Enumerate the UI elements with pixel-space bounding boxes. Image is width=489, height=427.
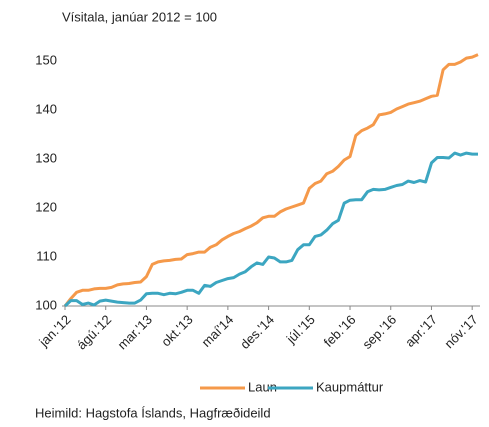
legend-label: Laun: [248, 379, 277, 394]
x-tick-label: mar.'13: [115, 312, 155, 352]
source-note: Heimild: Hagstofa Íslands, Hagfræðideild: [35, 405, 271, 420]
y-tick-label: 150: [35, 52, 57, 67]
x-tick-label: júl.'15: [283, 312, 318, 347]
y-tick-label: 110: [36, 248, 57, 263]
y-tick-label: 120: [35, 199, 57, 214]
x-tick-label: maí'14: [199, 312, 237, 350]
chart-subtitle: Vísitala, janúar 2012 = 100: [62, 9, 217, 24]
series-line: [63, 53, 479, 307]
x-tick-label: ágú.'12: [74, 312, 114, 352]
legend-label: Kaupmáttur: [316, 379, 384, 394]
series-line: [63, 151, 478, 308]
x-tick-label: jan.'12: [35, 312, 73, 350]
x-tick-label: okt.'13: [158, 312, 195, 349]
x-tick-label: apr.'17: [402, 312, 440, 350]
x-tick-label: nóv.'17: [441, 312, 480, 351]
x-tick-label: sep.'16: [359, 312, 399, 352]
x-tick-label: feb.'16: [321, 312, 359, 350]
x-tick-label: des.'14: [237, 312, 277, 352]
y-tick-label: 100: [35, 297, 57, 312]
y-tick-label: 130: [35, 150, 57, 165]
y-tick-label: 140: [35, 101, 57, 116]
